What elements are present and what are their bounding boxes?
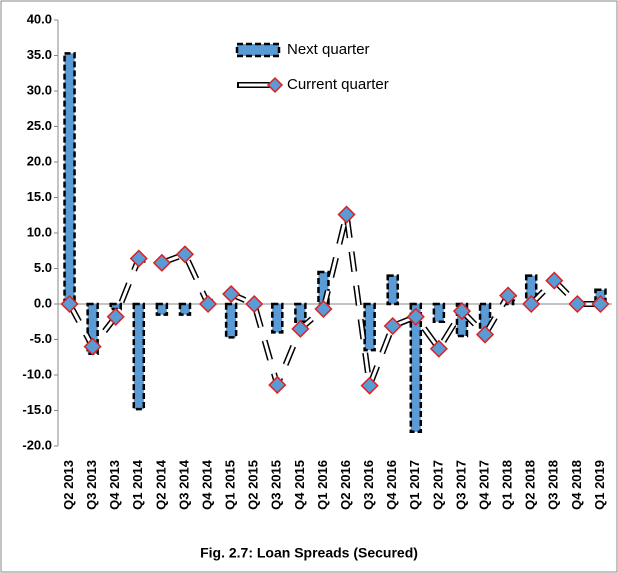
bar (178, 302, 192, 316)
bar (363, 302, 376, 352)
marker (383, 316, 402, 336)
marker (499, 286, 518, 305)
marker (360, 376, 379, 395)
bar (224, 302, 238, 339)
marker (337, 205, 356, 224)
y-tick-label: -10.0 (22, 366, 52, 381)
bar (132, 302, 146, 411)
bar (155, 302, 169, 316)
bar (409, 302, 423, 434)
x-tick-label: Q3 2017 (453, 460, 468, 510)
legend-swatch (235, 42, 281, 58)
x-tick-label: Q4 2018 (569, 460, 584, 510)
marker (475, 325, 495, 344)
bar (524, 274, 538, 306)
legend-marker (266, 76, 284, 94)
marker (60, 294, 79, 314)
marker (429, 339, 448, 358)
x-tick-label: Q3 2014 (176, 459, 191, 510)
x-tick-label: Q1 2015 (223, 460, 238, 510)
marker (522, 294, 541, 314)
bar (271, 302, 284, 334)
marker (175, 245, 195, 264)
bar (432, 302, 446, 323)
x-tick-label: Q2 2015 (246, 460, 261, 510)
marker (106, 307, 125, 326)
x-tick-label: Q1 2017 (407, 460, 422, 510)
y-tick-label: -20.0 (22, 437, 52, 452)
marker (129, 249, 148, 268)
marker (222, 284, 241, 304)
y-tick-label: 35.0 (27, 47, 52, 62)
marker (545, 271, 564, 290)
x-tick-label: Q2 2016 (338, 460, 353, 510)
marker (268, 375, 287, 395)
marker (198, 294, 218, 314)
y-tick-label: 0.0 (34, 295, 52, 310)
y-tick-label: 30.0 (27, 82, 52, 97)
marker (245, 294, 264, 314)
x-tick-label: Q2 2017 (430, 460, 445, 510)
marker (406, 307, 425, 326)
x-tick-label: Q2 2014 (153, 459, 168, 510)
legend-label: Next quarter (287, 41, 370, 58)
x-tick-label: Q1 2016 (315, 460, 330, 510)
marker (83, 337, 102, 356)
x-tick-label: Q2 2013 (61, 460, 76, 510)
marker (452, 302, 472, 321)
x-tick-label: Q2 2018 (523, 460, 538, 510)
x-tick-label: Q4 2013 (107, 460, 122, 510)
x-tick-label: Q3 2018 (546, 460, 561, 510)
y-tick-label: -15.0 (22, 402, 52, 417)
x-tick-label: Q3 2015 (269, 460, 284, 510)
bar (294, 302, 307, 323)
x-tick-label: Q1 2018 (500, 460, 515, 510)
marker (152, 253, 171, 272)
y-tick-label: 5.0 (34, 260, 52, 275)
x-tick-label: Q4 2014 (199, 459, 214, 510)
chart-title: Fig. 2.7: Loan Spreads (Secured) (200, 545, 418, 561)
x-tick-label: Q4 2017 (476, 460, 491, 510)
y-tick-label: 40.0 (27, 11, 52, 26)
marker (568, 294, 587, 314)
x-tick-label: Q3 2016 (361, 460, 376, 510)
x-tick-label: Q4 2016 (384, 460, 399, 510)
x-tick-label: Q4 2015 (292, 460, 307, 510)
bar (386, 274, 399, 306)
y-tick-label: -5.0 (30, 331, 52, 346)
bar (63, 52, 76, 306)
y-tick-label: 20.0 (27, 153, 52, 168)
marker (291, 319, 310, 338)
marker (314, 299, 333, 319)
legend-label: Current quarter (287, 76, 389, 93)
y-tick-label: 15.0 (27, 189, 52, 204)
x-tick-label: Q1 2014 (130, 459, 145, 510)
x-tick-label: Q1 2019 (592, 460, 607, 510)
y-tick-label: 25.0 (27, 118, 52, 133)
y-tick-label: 10.0 (27, 224, 52, 239)
marker (591, 294, 610, 314)
x-tick-label: Q3 2013 (84, 460, 99, 510)
